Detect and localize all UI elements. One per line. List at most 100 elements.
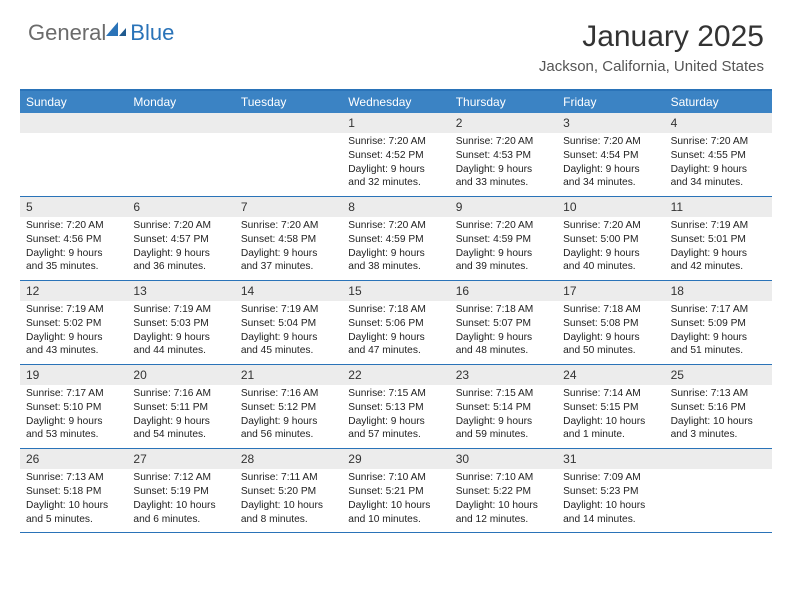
day-header-cell: Saturday: [665, 91, 772, 113]
calendar-cell: 25Sunrise: 7:13 AMSunset: 5:16 PMDayligh…: [665, 365, 772, 448]
day-number: 30: [450, 449, 557, 469]
day-data: Sunrise: 7:20 AMSunset: 4:52 PMDaylight:…: [342, 133, 449, 196]
day-data: Sunrise: 7:20 AMSunset: 4:59 PMDaylight:…: [342, 217, 449, 280]
calendar-cell: 9Sunrise: 7:20 AMSunset: 4:59 PMDaylight…: [450, 197, 557, 280]
day-data: Sunrise: 7:19 AMSunset: 5:02 PMDaylight:…: [20, 301, 127, 364]
month-title: January 2025: [539, 20, 764, 54]
day-number: 23: [450, 365, 557, 385]
calendar-cell: 30Sunrise: 7:10 AMSunset: 5:22 PMDayligh…: [450, 449, 557, 532]
day-data: Sunrise: 7:15 AMSunset: 5:13 PMDaylight:…: [342, 385, 449, 448]
empty-day-number: [235, 113, 342, 133]
location-text: Jackson, California, United States: [539, 58, 764, 75]
calendar-cell: [665, 449, 772, 532]
calendar-cell: 22Sunrise: 7:15 AMSunset: 5:13 PMDayligh…: [342, 365, 449, 448]
day-number: 4: [665, 113, 772, 133]
day-number: 1: [342, 113, 449, 133]
calendar-cell: 5Sunrise: 7:20 AMSunset: 4:56 PMDaylight…: [20, 197, 127, 280]
day-number: 24: [557, 365, 664, 385]
logo-text-general: General: [28, 20, 106, 46]
day-data: Sunrise: 7:10 AMSunset: 5:21 PMDaylight:…: [342, 469, 449, 532]
day-header-cell: Friday: [557, 91, 664, 113]
day-data: Sunrise: 7:09 AMSunset: 5:23 PMDaylight:…: [557, 469, 664, 532]
title-block: January 2025 Jackson, California, United…: [539, 20, 764, 75]
day-data: Sunrise: 7:20 AMSunset: 4:57 PMDaylight:…: [127, 217, 234, 280]
day-data: Sunrise: 7:14 AMSunset: 5:15 PMDaylight:…: [557, 385, 664, 448]
calendar-cell: 18Sunrise: 7:17 AMSunset: 5:09 PMDayligh…: [665, 281, 772, 364]
day-number: 17: [557, 281, 664, 301]
calendar-cell: 11Sunrise: 7:19 AMSunset: 5:01 PMDayligh…: [665, 197, 772, 280]
day-number: 21: [235, 365, 342, 385]
calendar-weeks: 1Sunrise: 7:20 AMSunset: 4:52 PMDaylight…: [20, 113, 772, 533]
day-number: 13: [127, 281, 234, 301]
calendar-cell: [20, 113, 127, 196]
day-number: 27: [127, 449, 234, 469]
calendar-cell: 14Sunrise: 7:19 AMSunset: 5:04 PMDayligh…: [235, 281, 342, 364]
empty-day-number: [20, 113, 127, 133]
calendar-cell: 24Sunrise: 7:14 AMSunset: 5:15 PMDayligh…: [557, 365, 664, 448]
calendar-cell: 26Sunrise: 7:13 AMSunset: 5:18 PMDayligh…: [20, 449, 127, 532]
day-number: 14: [235, 281, 342, 301]
calendar-cell: 1Sunrise: 7:20 AMSunset: 4:52 PMDaylight…: [342, 113, 449, 196]
day-header-row: SundayMondayTuesdayWednesdayThursdayFrid…: [20, 91, 772, 113]
logo-sail-icon: [104, 20, 128, 38]
calendar-cell: 20Sunrise: 7:16 AMSunset: 5:11 PMDayligh…: [127, 365, 234, 448]
day-data: Sunrise: 7:20 AMSunset: 4:56 PMDaylight:…: [20, 217, 127, 280]
day-data: Sunrise: 7:15 AMSunset: 5:14 PMDaylight:…: [450, 385, 557, 448]
header: General Blue January 2025 Jackson, Calif…: [0, 0, 792, 81]
day-header-cell: Thursday: [450, 91, 557, 113]
day-data: Sunrise: 7:17 AMSunset: 5:10 PMDaylight:…: [20, 385, 127, 448]
calendar-cell: [127, 113, 234, 196]
calendar-cell: 2Sunrise: 7:20 AMSunset: 4:53 PMDaylight…: [450, 113, 557, 196]
day-header-cell: Tuesday: [235, 91, 342, 113]
calendar-cell: 29Sunrise: 7:10 AMSunset: 5:21 PMDayligh…: [342, 449, 449, 532]
day-data: Sunrise: 7:17 AMSunset: 5:09 PMDaylight:…: [665, 301, 772, 364]
calendar-cell: 21Sunrise: 7:16 AMSunset: 5:12 PMDayligh…: [235, 365, 342, 448]
day-number: 16: [450, 281, 557, 301]
day-number: 28: [235, 449, 342, 469]
day-header-cell: Wednesday: [342, 91, 449, 113]
calendar-cell: 12Sunrise: 7:19 AMSunset: 5:02 PMDayligh…: [20, 281, 127, 364]
logo-text-blue: Blue: [130, 20, 174, 46]
day-data: Sunrise: 7:13 AMSunset: 5:18 PMDaylight:…: [20, 469, 127, 532]
calendar-week: 26Sunrise: 7:13 AMSunset: 5:18 PMDayligh…: [20, 449, 772, 533]
day-data: Sunrise: 7:18 AMSunset: 5:07 PMDaylight:…: [450, 301, 557, 364]
day-data: Sunrise: 7:13 AMSunset: 5:16 PMDaylight:…: [665, 385, 772, 448]
calendar-cell: 6Sunrise: 7:20 AMSunset: 4:57 PMDaylight…: [127, 197, 234, 280]
day-data: Sunrise: 7:20 AMSunset: 4:58 PMDaylight:…: [235, 217, 342, 280]
day-data: Sunrise: 7:19 AMSunset: 5:03 PMDaylight:…: [127, 301, 234, 364]
day-number: 10: [557, 197, 664, 217]
day-data: Sunrise: 7:20 AMSunset: 4:54 PMDaylight:…: [557, 133, 664, 196]
day-data: Sunrise: 7:19 AMSunset: 5:01 PMDaylight:…: [665, 217, 772, 280]
day-number: 7: [235, 197, 342, 217]
calendar-cell: 15Sunrise: 7:18 AMSunset: 5:06 PMDayligh…: [342, 281, 449, 364]
calendar-week: 12Sunrise: 7:19 AMSunset: 5:02 PMDayligh…: [20, 281, 772, 365]
empty-day-number: [665, 449, 772, 469]
day-data: Sunrise: 7:20 AMSunset: 4:59 PMDaylight:…: [450, 217, 557, 280]
calendar-cell: 7Sunrise: 7:20 AMSunset: 4:58 PMDaylight…: [235, 197, 342, 280]
day-number: 8: [342, 197, 449, 217]
day-number: 31: [557, 449, 664, 469]
day-data: Sunrise: 7:18 AMSunset: 5:06 PMDaylight:…: [342, 301, 449, 364]
day-number: 22: [342, 365, 449, 385]
day-data: Sunrise: 7:16 AMSunset: 5:11 PMDaylight:…: [127, 385, 234, 448]
day-number: 18: [665, 281, 772, 301]
day-number: 5: [20, 197, 127, 217]
calendar-cell: 27Sunrise: 7:12 AMSunset: 5:19 PMDayligh…: [127, 449, 234, 532]
day-data: Sunrise: 7:16 AMSunset: 5:12 PMDaylight:…: [235, 385, 342, 448]
day-data: Sunrise: 7:12 AMSunset: 5:19 PMDaylight:…: [127, 469, 234, 532]
day-number: 25: [665, 365, 772, 385]
calendar-cell: 13Sunrise: 7:19 AMSunset: 5:03 PMDayligh…: [127, 281, 234, 364]
calendar-cell: 4Sunrise: 7:20 AMSunset: 4:55 PMDaylight…: [665, 113, 772, 196]
day-number: 29: [342, 449, 449, 469]
day-header-cell: Sunday: [20, 91, 127, 113]
day-data: Sunrise: 7:10 AMSunset: 5:22 PMDaylight:…: [450, 469, 557, 532]
day-data: Sunrise: 7:20 AMSunset: 4:53 PMDaylight:…: [450, 133, 557, 196]
day-data: Sunrise: 7:20 AMSunset: 4:55 PMDaylight:…: [665, 133, 772, 196]
day-header-cell: Monday: [127, 91, 234, 113]
calendar-week: 1Sunrise: 7:20 AMSunset: 4:52 PMDaylight…: [20, 113, 772, 197]
day-number: 2: [450, 113, 557, 133]
calendar: SundayMondayTuesdayWednesdayThursdayFrid…: [20, 89, 772, 533]
day-data: Sunrise: 7:20 AMSunset: 5:00 PMDaylight:…: [557, 217, 664, 280]
calendar-cell: 31Sunrise: 7:09 AMSunset: 5:23 PMDayligh…: [557, 449, 664, 532]
logo: General Blue: [28, 20, 174, 46]
